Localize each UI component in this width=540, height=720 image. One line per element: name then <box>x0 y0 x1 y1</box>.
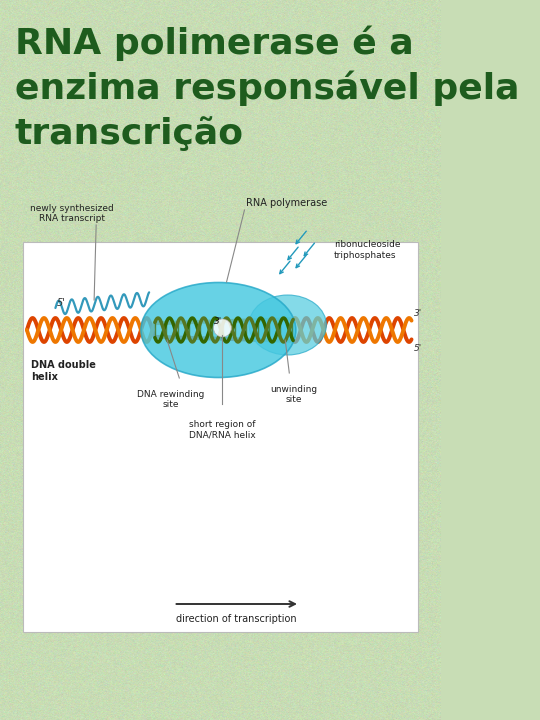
Text: unwinding
site: unwinding site <box>270 385 317 405</box>
Text: newly synthesized
RNA transcript: newly synthesized RNA transcript <box>30 204 113 223</box>
Text: short region of
DNA/RNA helix: short region of DNA/RNA helix <box>189 420 256 439</box>
Ellipse shape <box>213 319 232 337</box>
Text: 3': 3' <box>214 317 222 326</box>
Text: direction of transcription: direction of transcription <box>177 614 297 624</box>
Text: RNA polimerase é a
enzima responsável pela
transcrição: RNA polimerase é a enzima responsável pe… <box>15 25 519 150</box>
Text: 3': 3' <box>414 309 422 318</box>
Bar <box>23 242 418 632</box>
Text: 5': 5' <box>57 298 66 308</box>
Ellipse shape <box>141 282 296 377</box>
Text: 5': 5' <box>414 344 422 353</box>
Ellipse shape <box>249 295 326 355</box>
Text: DNA rewinding
site: DNA rewinding site <box>138 390 205 410</box>
Text: ribonucleoside
triphosphates: ribonucleoside triphosphates <box>334 240 401 260</box>
Text: RNA polymerase: RNA polymerase <box>246 198 327 208</box>
Text: DNA double
helix: DNA double helix <box>31 360 96 382</box>
